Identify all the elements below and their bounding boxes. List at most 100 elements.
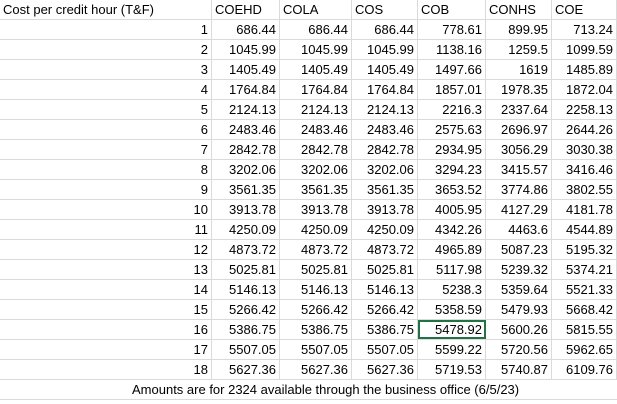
cost-cell-cob[interactable]: 5719.53 (418, 360, 486, 379)
cost-cell-cola[interactable]: 3202.06 (280, 160, 352, 179)
cost-cell-cola[interactable]: 5627.36 (280, 360, 352, 379)
credit-hours-cell[interactable]: 5 (0, 100, 212, 119)
cost-cell-coehd[interactable]: 4873.72 (212, 240, 280, 259)
cost-cell-conhs[interactable]: 5359.64 (486, 280, 552, 299)
cost-cell-conhs[interactable]: 3415.57 (486, 160, 552, 179)
cost-cell-conhs[interactable]: 4463.6 (486, 220, 552, 239)
credit-hours-cell[interactable]: 10 (0, 200, 212, 219)
credit-hours-cell[interactable]: 1 (0, 20, 212, 39)
column-header-conhs[interactable]: CONHS (486, 0, 552, 19)
cost-cell-coe[interactable]: 1099.59 (552, 40, 617, 59)
credit-hours-cell[interactable]: 13 (0, 260, 212, 279)
cost-cell-coehd[interactable]: 3561.35 (212, 180, 280, 199)
cost-cell-conhs[interactable]: 5720.56 (486, 340, 552, 359)
cost-cell-coe[interactable]: 5668.42 (552, 300, 617, 319)
cost-cell-coe[interactable]: 3416.46 (552, 160, 617, 179)
cost-cell-cob[interactable]: 4965.89 (418, 240, 486, 259)
cost-cell-cola[interactable]: 2124.13 (280, 100, 352, 119)
column-header-coehd[interactable]: COEHD (212, 0, 280, 19)
cost-cell-conhs[interactable]: 899.95 (486, 20, 552, 39)
cost-cell-cos[interactable]: 4250.09 (352, 220, 418, 239)
column-header-cob[interactable]: COB (418, 0, 486, 19)
cost-cell-coe[interactable]: 4181.78 (552, 200, 617, 219)
column-header-coe[interactable]: COE (552, 0, 617, 19)
cost-cell-coehd[interactable]: 3913.78 (212, 200, 280, 219)
cost-cell-cob[interactable]: 1138.16 (418, 40, 486, 59)
cost-cell-coehd[interactable]: 3202.06 (212, 160, 280, 179)
cost-cell-cola[interactable]: 4873.72 (280, 240, 352, 259)
cost-cell-coehd[interactable]: 5266.42 (212, 300, 280, 319)
credit-hours-cell[interactable]: 6 (0, 120, 212, 139)
cost-cell-conhs[interactable]: 3774.86 (486, 180, 552, 199)
credit-hours-cell[interactable]: 11 (0, 220, 212, 239)
cost-cell-conhs[interactable]: 5087.23 (486, 240, 552, 259)
cost-cell-cos[interactable]: 2483.46 (352, 120, 418, 139)
cost-cell-conhs[interactable]: 3056.29 (486, 140, 552, 159)
cost-cell-cos[interactable]: 3202.06 (352, 160, 418, 179)
selected-cell[interactable]: 5478.92 (418, 320, 486, 339)
credit-hours-cell[interactable]: 15 (0, 300, 212, 319)
cost-cell-conhs[interactable]: 5600.26 (486, 320, 552, 339)
cost-cell-cola[interactable]: 1764.84 (280, 80, 352, 99)
cost-cell-cob[interactable]: 5117.98 (418, 260, 486, 279)
cost-cell-conhs[interactable]: 5740.87 (486, 360, 552, 379)
cost-cell-cob[interactable]: 5599.22 (418, 340, 486, 359)
cost-cell-coehd[interactable]: 686.44 (212, 20, 280, 39)
cost-cell-conhs[interactable]: 5479.93 (486, 300, 552, 319)
cost-cell-coe[interactable]: 2258.13 (552, 100, 617, 119)
cost-cell-coehd[interactable]: 2842.78 (212, 140, 280, 159)
cost-cell-cob[interactable]: 1857.01 (418, 80, 486, 99)
credit-hours-cell[interactable]: 4 (0, 80, 212, 99)
cost-cell-coehd[interactable]: 5507.05 (212, 340, 280, 359)
cost-cell-cola[interactable]: 4250.09 (280, 220, 352, 239)
cost-cell-cola[interactable]: 5507.05 (280, 340, 352, 359)
cost-cell-cola[interactable]: 5025.81 (280, 260, 352, 279)
cost-cell-coehd[interactable]: 1405.49 (212, 60, 280, 79)
credit-hours-cell[interactable]: 9 (0, 180, 212, 199)
column-header-cos[interactable]: COS (352, 0, 418, 19)
cost-cell-conhs[interactable]: 2696.97 (486, 120, 552, 139)
cost-cell-cob[interactable]: 4005.95 (418, 200, 486, 219)
cost-cell-cos[interactable]: 5146.13 (352, 280, 418, 299)
footer-note[interactable]: Amounts are for 2324 available through t… (132, 382, 520, 397)
cost-cell-cola[interactable]: 2483.46 (280, 120, 352, 139)
header-title-cell[interactable]: Cost per credit hour (T&F) (0, 0, 212, 19)
cost-cell-coe[interactable]: 4544.89 (552, 220, 617, 239)
cost-cell-cola[interactable]: 5146.13 (280, 280, 352, 299)
cost-cell-cola[interactable]: 5266.42 (280, 300, 352, 319)
cost-cell-cos[interactable]: 2842.78 (352, 140, 418, 159)
cost-cell-coehd[interactable]: 5025.81 (212, 260, 280, 279)
cost-cell-cola[interactable]: 686.44 (280, 20, 352, 39)
cost-cell-conhs[interactable]: 1978.35 (486, 80, 552, 99)
cost-cell-cob[interactable]: 778.61 (418, 20, 486, 39)
cost-cell-cos[interactable]: 5507.05 (352, 340, 418, 359)
cost-cell-cos[interactable]: 5025.81 (352, 260, 418, 279)
cost-cell-coehd[interactable]: 2483.46 (212, 120, 280, 139)
cost-cell-coe[interactable]: 3802.55 (552, 180, 617, 199)
cost-cell-cob[interactable]: 3653.52 (418, 180, 486, 199)
cost-cell-cob[interactable]: 2216.3 (418, 100, 486, 119)
credit-hours-cell[interactable]: 3 (0, 60, 212, 79)
cost-cell-conhs[interactable]: 1259.5 (486, 40, 552, 59)
cost-cell-coe[interactable]: 5815.55 (552, 320, 617, 339)
cost-cell-cos[interactable]: 4873.72 (352, 240, 418, 259)
credit-hours-cell[interactable]: 8 (0, 160, 212, 179)
cost-cell-cob[interactable]: 2934.95 (418, 140, 486, 159)
cost-cell-coe[interactable]: 3030.38 (552, 140, 617, 159)
cost-cell-cos[interactable]: 5386.75 (352, 320, 418, 339)
cost-cell-coe[interactable]: 1872.04 (552, 80, 617, 99)
cost-cell-coe[interactable]: 6109.76 (552, 360, 617, 379)
cost-cell-cola[interactable]: 5386.75 (280, 320, 352, 339)
cost-cell-cos[interactable]: 3913.78 (352, 200, 418, 219)
cost-cell-conhs[interactable]: 4127.29 (486, 200, 552, 219)
cost-cell-coehd[interactable]: 5627.36 (212, 360, 280, 379)
cost-cell-cos[interactable]: 1405.49 (352, 60, 418, 79)
cost-cell-cos[interactable]: 2124.13 (352, 100, 418, 119)
cost-cell-cob[interactable]: 2575.63 (418, 120, 486, 139)
cost-cell-cob[interactable]: 1497.66 (418, 60, 486, 79)
cost-cell-cola[interactable]: 1045.99 (280, 40, 352, 59)
cost-cell-cos[interactable]: 5627.36 (352, 360, 418, 379)
cost-cell-cos[interactable]: 686.44 (352, 20, 418, 39)
cost-cell-cob[interactable]: 3294.23 (418, 160, 486, 179)
cost-cell-coe[interactable]: 5962.65 (552, 340, 617, 359)
